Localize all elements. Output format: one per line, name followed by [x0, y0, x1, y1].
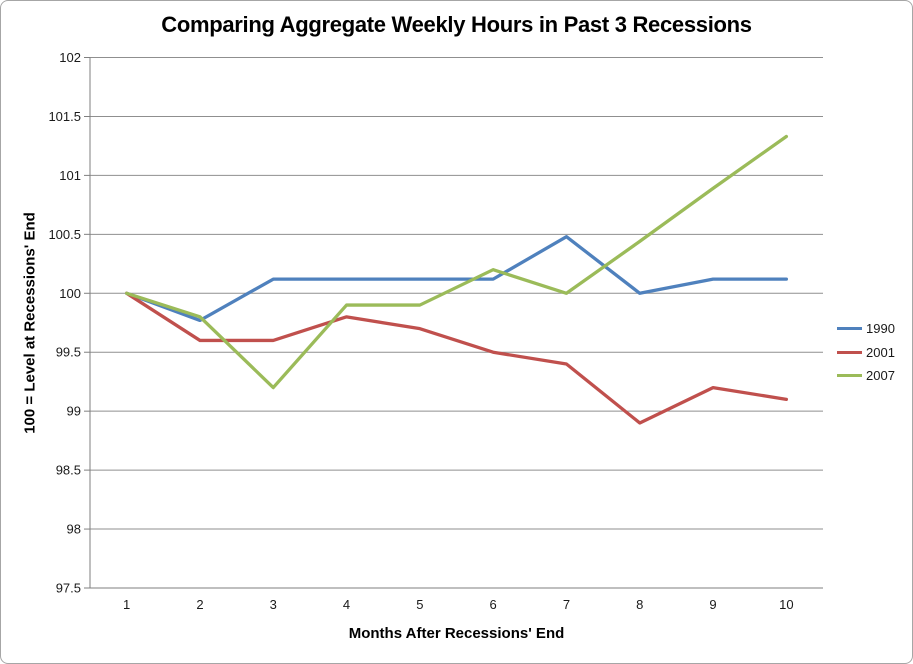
y-tick-label: 99.5: [56, 345, 81, 360]
series-line-1990: [125, 235, 788, 323]
x-tick-label: 5: [416, 597, 423, 612]
chart-title: Comparing Aggregate Weekly Hours in Past…: [161, 12, 752, 37]
legend-item-1990: 1990: [837, 317, 895, 341]
y-tick-label: 97.5: [56, 581, 81, 596]
x-tick-label: 6: [490, 597, 497, 612]
y-tick-label: 100: [59, 286, 81, 301]
y-tick-label: 98.5: [56, 463, 81, 478]
x-tick-label: 4: [343, 597, 350, 612]
legend-label-2007: 2007: [866, 368, 895, 384]
x-tick-label: 7: [563, 597, 570, 612]
series-line-2007: [125, 134, 788, 390]
y-tick-label: 98: [67, 522, 81, 537]
legend-item-2007: 2007: [837, 364, 895, 388]
legend-line-swatch-2001: [837, 350, 862, 354]
x-axis-title: Months After Recessions' End: [348, 625, 565, 642]
legend-line-swatch-2007: [837, 374, 862, 378]
legend-label-2001: 2001: [866, 344, 895, 360]
y-tick-label: 102: [59, 50, 81, 65]
x-tick-label: 8: [636, 597, 643, 612]
legend: 1990 2001 2007: [837, 317, 895, 388]
y-tick-label: 101.5: [48, 109, 81, 124]
series-line-2001: [125, 291, 788, 425]
x-tick-label: 2: [196, 597, 203, 612]
y-axis-title: 100 = Level at Recessions' End: [21, 212, 39, 434]
legend-line-swatch-1990: [837, 327, 862, 331]
y-tick-label: 101: [59, 168, 81, 183]
legend-item-2001: 2001: [837, 341, 895, 365]
x-tick-label: 9: [709, 597, 716, 612]
legend-label-1990: 1990: [866, 321, 895, 337]
x-tick-label: 1: [123, 597, 130, 612]
y-tick-label: 100.5: [48, 227, 81, 242]
x-tick-label: 3: [270, 597, 277, 612]
x-tick-label: 10: [779, 597, 793, 612]
y-tick-label: 99: [67, 404, 81, 419]
